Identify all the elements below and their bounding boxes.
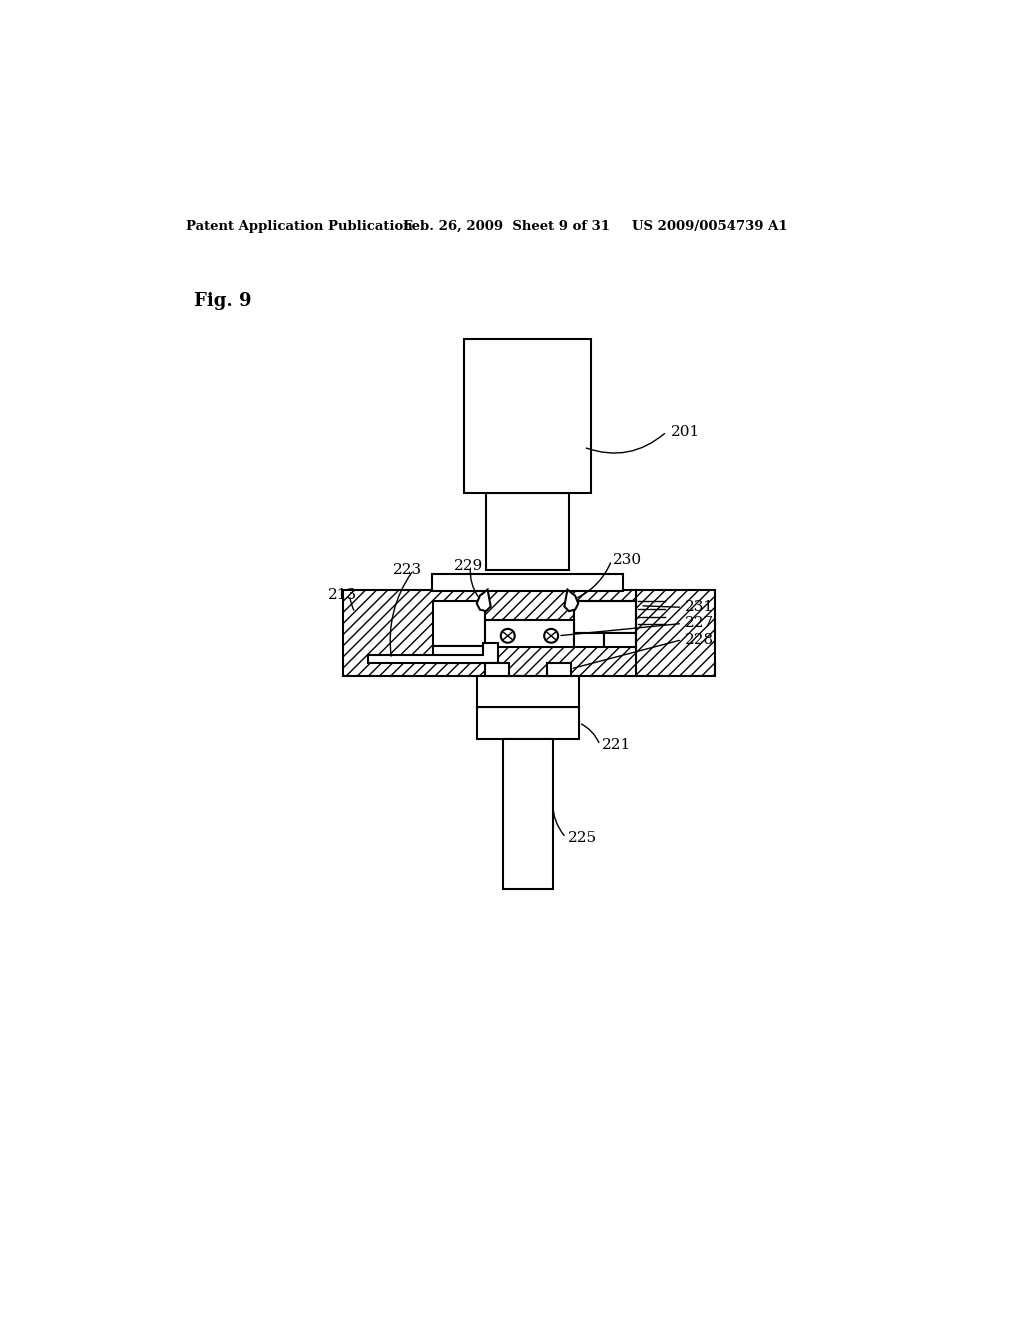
Bar — [343, 590, 716, 676]
Text: Patent Application Publication: Patent Application Publication — [186, 219, 413, 232]
Circle shape — [501, 628, 515, 643]
Text: 221: 221 — [602, 738, 632, 752]
Bar — [485, 620, 574, 647]
Text: 225: 225 — [568, 830, 597, 845]
Polygon shape — [369, 643, 499, 663]
Text: 228: 228 — [684, 632, 714, 647]
Text: 229: 229 — [454, 560, 482, 573]
Bar — [604, 634, 636, 647]
Bar — [432, 645, 485, 663]
Bar — [485, 663, 509, 676]
Text: US 2009/0054739 A1: US 2009/0054739 A1 — [632, 219, 787, 232]
Bar — [477, 676, 579, 706]
Text: 230: 230 — [613, 553, 642, 568]
Bar — [486, 494, 569, 570]
Text: Feb. 26, 2009  Sheet 9 of 31: Feb. 26, 2009 Sheet 9 of 31 — [403, 219, 610, 232]
Polygon shape — [564, 590, 579, 611]
Bar — [477, 706, 579, 739]
Circle shape — [544, 628, 558, 643]
Bar — [503, 739, 553, 890]
Bar — [464, 339, 592, 494]
Bar — [432, 601, 485, 645]
Text: 223: 223 — [393, 564, 422, 577]
Bar — [574, 634, 604, 647]
Text: 213: 213 — [328, 587, 357, 602]
Bar — [432, 574, 624, 591]
Bar — [574, 601, 636, 634]
Bar — [547, 663, 570, 676]
Polygon shape — [477, 590, 490, 611]
Text: 227: 227 — [684, 616, 714, 631]
Text: Fig. 9: Fig. 9 — [194, 292, 251, 310]
Text: 231: 231 — [684, 601, 714, 614]
Text: 201: 201 — [671, 425, 699, 438]
